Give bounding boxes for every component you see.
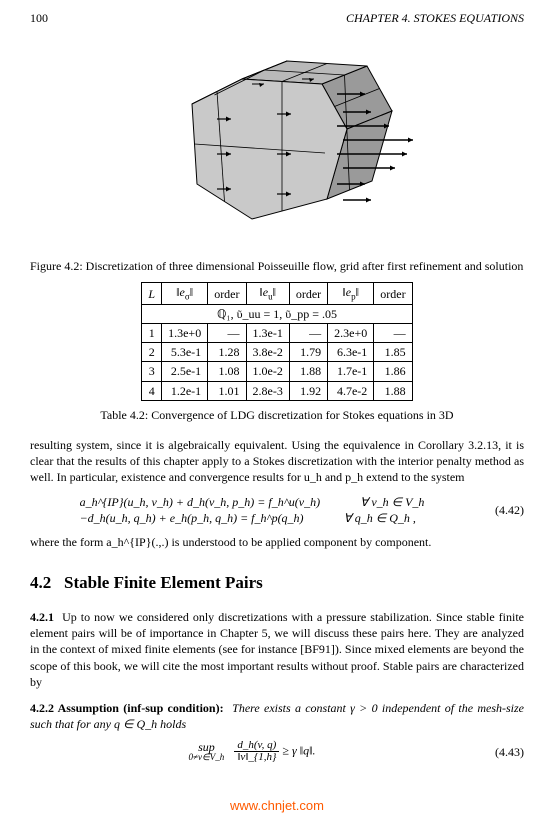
table-cell: 1.88 [374, 381, 412, 400]
chapter-title: CHAPTER 4. STOKES EQUATIONS [346, 10, 524, 26]
table-col-header: ‖eu‖ [246, 283, 289, 305]
figure-3d-mesh [30, 34, 524, 244]
table-cell: 1.85 [374, 343, 412, 362]
table-row: 25.3e-11.283.8e-21.796.3e-11.85 [142, 343, 412, 362]
body-para-1: resulting system, since it is algebraica… [30, 437, 524, 486]
convergence-table: L‖eσ‖order‖eu‖order‖ep‖order ℚ₁, ῦ_uu = … [141, 282, 412, 400]
table-col-header: ‖eσ‖ [162, 283, 208, 305]
table-cell: 2.3e+0 [328, 324, 374, 343]
table-cell: 1.7e-1 [328, 362, 374, 381]
table-cell: — [208, 324, 246, 343]
table-row: 41.2e-11.012.8e-31.924.7e-21.88 [142, 381, 412, 400]
table-cell: 1.92 [289, 381, 327, 400]
table-cell: 1.79 [289, 343, 327, 362]
eq-num-442: (4.42) [474, 502, 524, 518]
table-row: 11.3e+0—1.3e-1—2.3e+0— [142, 324, 412, 343]
section-heading-4-2: 4.2 Stable Finite Element Pairs [30, 572, 524, 595]
table-cell: 6.3e-1 [328, 343, 374, 362]
table-cell: — [289, 324, 327, 343]
table-cell: 1.0e-2 [246, 362, 289, 381]
table-cell: 1 [142, 324, 162, 343]
para-4-2-2: 4.2.2 Assumption (inf-sup condition): Th… [30, 700, 524, 732]
table-col-header: order [208, 283, 246, 305]
table-cell: 1.86 [374, 362, 412, 381]
table-cell: 2.8e-3 [246, 381, 289, 400]
equation-443: sup 0≠v∈V_h d_h(v, q) ‖v‖_{1,h} ≥ γ ‖q‖.… [30, 740, 524, 763]
table-cell: 1.2e-1 [162, 381, 208, 400]
table-cell: 2 [142, 343, 162, 362]
table-cell: 1.88 [289, 362, 327, 381]
body-para-2: where the form a_h^{IP}(.,.) is understo… [30, 534, 524, 550]
table-cell: 3.8e-2 [246, 343, 289, 362]
table-cell: 1.01 [208, 381, 246, 400]
table-mid-label: ℚ₁, ῦ_uu = 1, ῦ_pp = .05 [142, 304, 412, 323]
table-col-header: ‖ep‖ [328, 283, 374, 305]
table-cell: 1.28 [208, 343, 246, 362]
table-cell: 4 [142, 381, 162, 400]
equation-442: a_h^{IP}(u_h, v_h) + d_h(v_h, p_h) = f_h… [30, 494, 524, 526]
table-col-header: order [374, 283, 412, 305]
eq-num-443: (4.43) [474, 744, 524, 760]
figure-caption: Figure 4.2: Discretization of three dime… [30, 258, 524, 274]
table-cell: 4.7e-2 [328, 381, 374, 400]
table-cell: 1.3e-1 [246, 324, 289, 343]
table-cell: — [374, 324, 412, 343]
table-cell: 1.08 [208, 362, 246, 381]
table-col-header: order [289, 283, 327, 305]
para-4-2-1: 4.2.1 Up to now we considered only discr… [30, 609, 524, 690]
table-cell: 5.3e-1 [162, 343, 208, 362]
table-col-header: L [142, 283, 162, 305]
table-caption: Table 4.2: Convergence of LDG discretiza… [30, 407, 524, 423]
table-row: 32.5e-11.081.0e-21.881.7e-11.86 [142, 362, 412, 381]
watermark-url: www.chnjet.com [0, 797, 554, 815]
page-number: 100 [30, 10, 48, 26]
table-cell: 1.3e+0 [162, 324, 208, 343]
table-cell: 2.5e-1 [162, 362, 208, 381]
table-cell: 3 [142, 362, 162, 381]
